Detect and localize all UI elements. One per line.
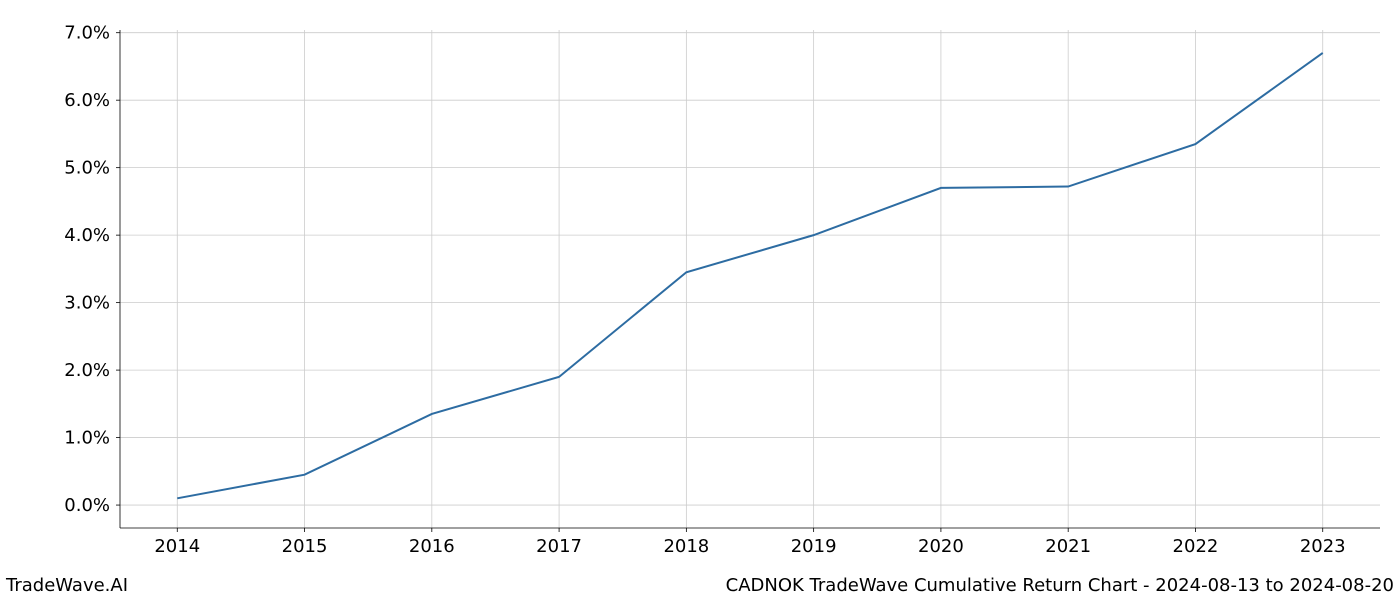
x-tick-label: 2022 (1173, 536, 1219, 557)
chart-container: 2014 2015 2016 2017 2018 2019 2020 2021 2022 2023… (0, 0, 1400, 600)
footer-left-label: TradeWave.AI (6, 575, 128, 596)
x-tick-label: 2023 (1300, 536, 1346, 557)
line-chart: 2014 2015 2016 2017 2018 2019 2020 2021 2022 2023… (0, 0, 1400, 600)
x-tick-label: 2016 (409, 536, 455, 557)
x-tick-label: 2015 (282, 536, 328, 557)
y-tick-label: 1.0% (64, 428, 110, 449)
x-tick-label: 2019 (791, 536, 837, 557)
x-tick-label: 2021 (1045, 536, 1091, 557)
series-line (177, 53, 1322, 498)
y-tick-label: 7.0% (64, 23, 110, 44)
x-tick-label: 2020 (918, 536, 964, 557)
footer-right-label: CADNOK TradeWave Cumulative Return Chart… (726, 575, 1394, 596)
y-tick-label: 2.0% (64, 360, 110, 381)
y-tick-label: 0.0% (64, 495, 110, 516)
y-tick-label: 4.0% (64, 225, 110, 246)
x-tick-label: 2014 (154, 536, 200, 557)
y-tick-label: 6.0% (64, 90, 110, 111)
y-tick-label: 3.0% (64, 293, 110, 314)
x-tick-label: 2018 (663, 536, 709, 557)
x-tick-label: 2017 (536, 536, 582, 557)
y-tick-label: 5.0% (64, 158, 110, 179)
